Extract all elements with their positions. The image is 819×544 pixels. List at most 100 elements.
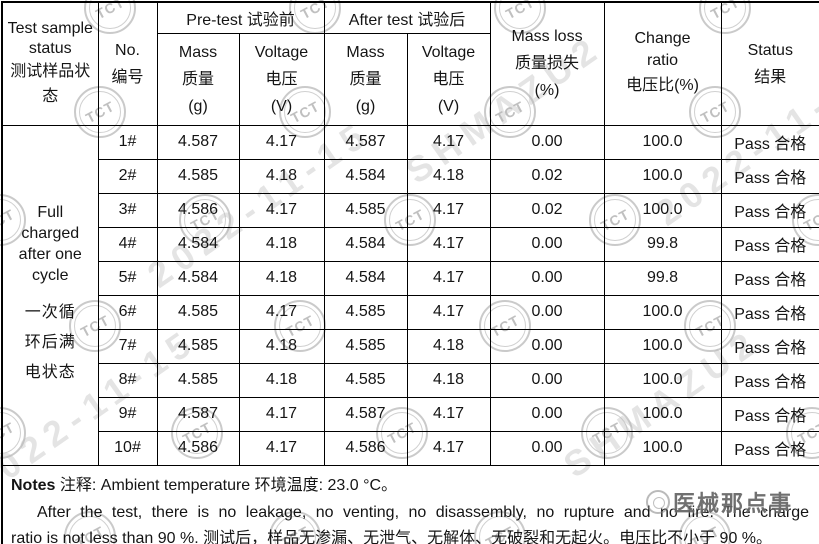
cell-pre_voltage: 4.18 xyxy=(238,362,325,398)
table-row: 3# 4.586 4.17 4.585 4.17 0.02 100.0 Pass 合格 xyxy=(2,192,819,228)
header-no: No. 编号 xyxy=(97,1,158,126)
header-post-mass: Mass 质量 (g) xyxy=(323,32,408,126)
cell-no: 6# xyxy=(97,294,158,330)
header-post-voltage: Voltage 电压 (V) xyxy=(406,32,491,126)
cell-post_mass: 4.585 xyxy=(323,294,408,330)
cell-pre_mass: 4.585 xyxy=(156,158,240,194)
cell-post_voltage: 4.18 xyxy=(406,328,491,364)
table-row: 6# 4.585 4.17 4.585 4.17 0.00 100.0 Pass 合格 xyxy=(2,294,819,330)
cell-status: Pass 合格 xyxy=(720,158,819,194)
cell-mass_loss: 0.02 xyxy=(489,158,605,194)
header-post-mass-unit: (g) xyxy=(355,97,376,115)
cell-mass_loss: 0.02 xyxy=(489,192,605,228)
header-status-result-en: Status xyxy=(747,41,793,59)
cell-pre_voltage: 4.17 xyxy=(238,294,325,330)
cell-post_voltage: 4.17 xyxy=(406,294,491,330)
header-test-sample-status-en: Test sample status xyxy=(7,19,93,57)
header-mass-loss: Mass loss 质量损失 (%) xyxy=(489,1,605,126)
header-pre-mass-unit: (g) xyxy=(188,97,208,115)
cell-pre_voltage: 4.18 xyxy=(238,328,325,364)
cell-pre_mass: 4.585 xyxy=(156,362,240,398)
cell-change_ratio: 99.8 xyxy=(603,260,722,296)
notes-line1-rest: 注释: Ambient temperature 环境温度: 23.0 °C。 xyxy=(55,476,398,494)
cell-pre_voltage: 4.18 xyxy=(238,260,325,296)
cell-post_mass: 4.585 xyxy=(323,328,408,364)
cell-change_ratio: 100.0 xyxy=(603,362,722,398)
cell-no: 10# xyxy=(97,430,158,466)
cell-change_ratio: 100.0 xyxy=(603,124,722,160)
cell-mass_loss: 0.00 xyxy=(489,260,605,296)
cell-status: Pass 合格 xyxy=(720,328,819,364)
cell-status: Pass 合格 xyxy=(720,396,819,432)
header-post-mass-zh: 质量 xyxy=(349,70,382,88)
cell-pre_mass: 4.585 xyxy=(156,294,240,330)
cell-no: 1# xyxy=(97,124,158,160)
wechat-badge-icon xyxy=(646,490,670,514)
notes-line1: Notes 注释: Ambient temperature 环境温度: 23.0… xyxy=(11,474,809,498)
header-pre-voltage-zh: 电压 xyxy=(265,70,298,88)
cell-post_voltage: 4.17 xyxy=(406,396,491,432)
cell-pre_mass: 4.586 xyxy=(156,192,240,228)
header-no-zh: 编号 xyxy=(111,68,144,86)
cell-status: Pass 合格 xyxy=(720,260,819,296)
cell-post_mass: 4.584 xyxy=(323,260,408,296)
header-aftertest-group: After test 试验后 xyxy=(323,1,491,34)
cell-pre_voltage: 4.18 xyxy=(238,158,325,194)
cell-no: 7# xyxy=(97,328,158,364)
cell-pre_mass: 4.584 xyxy=(156,260,240,296)
wechat-watermark-badge: 医械那点事 xyxy=(646,486,793,518)
header-mass-loss-en: Mass loss xyxy=(511,28,583,46)
cell-mass_loss: 0.00 xyxy=(489,294,605,330)
header-pretest-group: Pre-test 试验前 xyxy=(156,1,325,34)
cell-no: 4# xyxy=(97,226,158,262)
cell-pre_mass: 4.585 xyxy=(156,328,240,364)
cell-mass_loss: 0.00 xyxy=(489,226,605,262)
header-mass-loss-unit: (%) xyxy=(534,82,560,100)
notes-row: Notes 注释: Ambient temperature 环境温度: 23.0… xyxy=(1,464,819,544)
cell-pre_mass: 4.587 xyxy=(156,124,240,160)
header-pre-voltage-unit: (V) xyxy=(270,97,293,115)
cell-pre_voltage: 4.17 xyxy=(238,192,325,228)
header-post-voltage-zh: 电压 xyxy=(432,70,465,88)
header-row-sub: Mass 质量 (g) Voltage 电压 (V) Mass 质量 (g) V… xyxy=(2,32,819,126)
table-row: 8# 4.585 4.18 4.585 4.18 0.00 100.0 Pass 合格 xyxy=(2,362,819,398)
cell-post_voltage: 4.17 xyxy=(406,192,491,228)
cell-status: Pass 合格 xyxy=(720,294,819,330)
table-row: 4# 4.584 4.18 4.584 4.17 0.00 99.8 Pass 合格 xyxy=(2,226,819,262)
cell-post_mass: 4.587 xyxy=(323,124,408,160)
cell-no: 9# xyxy=(97,396,158,432)
header-no-en: No. xyxy=(115,41,140,59)
cell-post_voltage: 4.18 xyxy=(406,158,491,194)
cell-pre_mass: 4.587 xyxy=(156,396,240,432)
cell-post_voltage: 4.17 xyxy=(406,226,491,262)
cell-change_ratio: 100.0 xyxy=(603,192,722,228)
cell-post_mass: 4.585 xyxy=(323,362,408,398)
cell-mass_loss: 0.00 xyxy=(489,124,605,160)
notes-cell: Notes 注释: Ambient temperature 环境温度: 23.0… xyxy=(1,464,819,544)
cell-no: 2# xyxy=(97,158,158,194)
cell-pre_mass: 4.586 xyxy=(156,430,240,466)
header-test-sample-status: Test sample status 测试样品状态 xyxy=(1,1,99,126)
cell-status: Pass 合格 xyxy=(720,226,819,262)
cell-pre_mass: 4.584 xyxy=(156,226,240,262)
cell-change_ratio: 100.0 xyxy=(603,158,722,194)
cell-no: 5# xyxy=(97,260,158,296)
table-row: 10# 4.586 4.17 4.586 4.17 0.00 100.0 Pass 合格 xyxy=(2,430,819,466)
sample-status-en: Full charged after one cycle xyxy=(18,204,82,284)
cell-change_ratio: 100.0 xyxy=(603,294,722,330)
header-post-voltage-unit: (V) xyxy=(437,97,460,115)
header-pre-voltage: Voltage 电压 (V) xyxy=(238,32,325,126)
header-row-groups: Test sample status 测试样品状态 No. 编号 Pre-tes… xyxy=(1,1,819,126)
cell-change_ratio: 99.8 xyxy=(603,226,722,262)
cell-mass_loss: 0.00 xyxy=(489,396,605,432)
cell-post_mass: 4.586 xyxy=(323,430,408,466)
header-status-result-zh: 结果 xyxy=(754,68,787,86)
cell-mass_loss: 0.00 xyxy=(489,362,605,398)
cell-mass_loss: 0.00 xyxy=(489,328,605,364)
header-change-ratio-zh: 电压比(%) xyxy=(626,77,699,95)
cell-status: Pass 合格 xyxy=(720,430,819,466)
cell-change_ratio: 100.0 xyxy=(603,396,722,432)
cell-pre_voltage: 4.17 xyxy=(238,124,325,160)
cell-post_voltage: 4.18 xyxy=(406,362,491,398)
